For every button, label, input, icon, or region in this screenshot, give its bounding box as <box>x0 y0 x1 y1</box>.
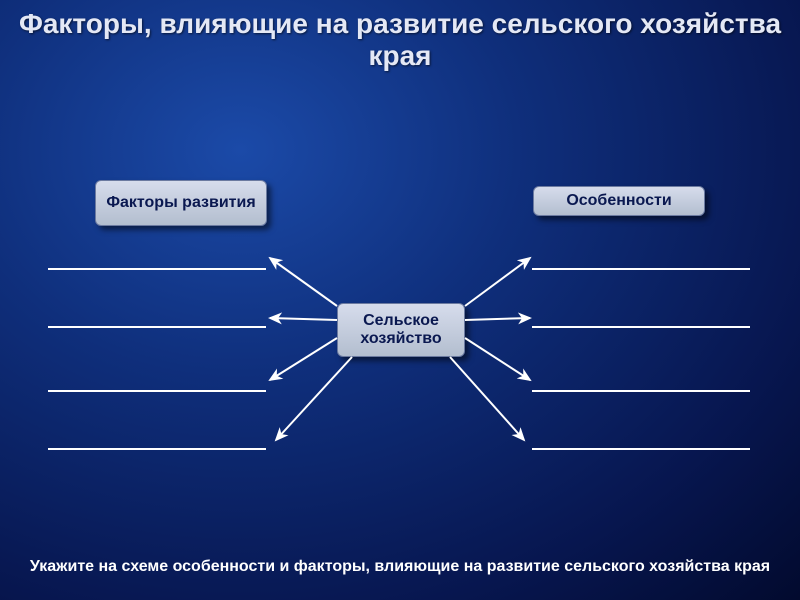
blank-line-right-1 <box>532 268 750 270</box>
blank-line-left-4 <box>48 448 266 450</box>
blank-line-left-3 <box>48 390 266 392</box>
blank-line-left-2 <box>48 326 266 328</box>
arrow <box>276 357 352 440</box>
blank-line-right-3 <box>532 390 750 392</box>
arrow <box>450 357 524 440</box>
arrow <box>270 338 337 380</box>
slide: Факторы, влияющие на развитие сельского … <box>0 0 800 600</box>
arrow <box>465 318 530 320</box>
arrow <box>465 338 530 380</box>
arrow <box>270 318 337 320</box>
blank-line-left-1 <box>48 268 266 270</box>
blank-line-right-2 <box>532 326 750 328</box>
caption: Укажите на схеме особенности и факторы, … <box>0 557 800 578</box>
box-features-header: Особенности <box>533 186 705 216</box>
blank-line-right-4 <box>532 448 750 450</box>
arrows-layer <box>0 0 800 600</box>
arrow <box>270 258 337 306</box>
arrow <box>465 258 530 306</box>
box-factors-header: Факторы развития <box>95 180 267 226</box>
page-title: Факторы, влияющие на развитие сельского … <box>0 8 800 72</box>
box-center: Сельское хозяйство <box>337 303 465 357</box>
